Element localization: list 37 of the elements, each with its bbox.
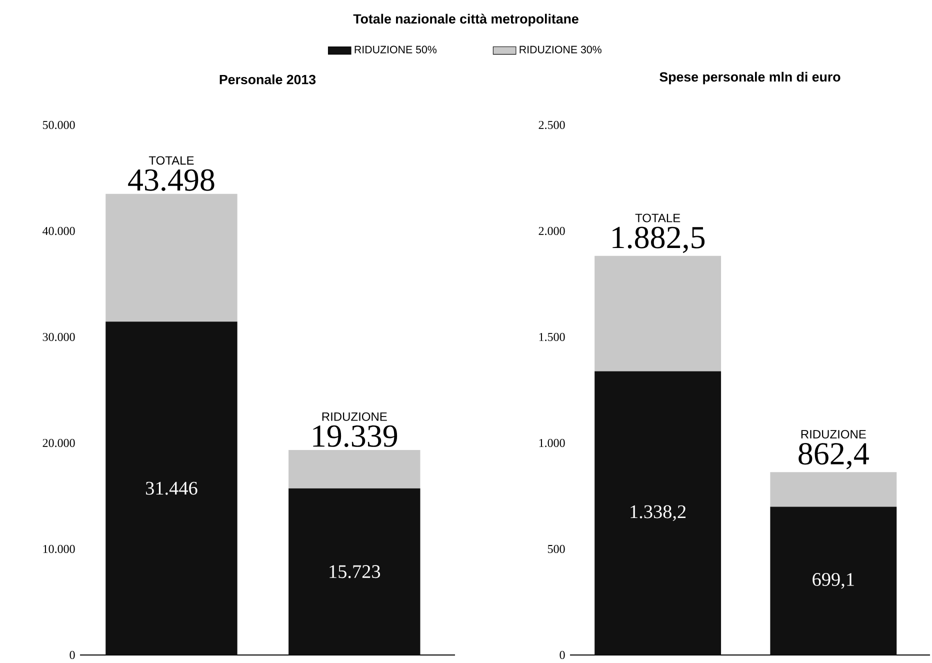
text: Totale nazionale città metropolitane [353,13,578,26]
total-label: 19.339 [313,425,398,447]
y-tick-label: 2.000 [538,226,565,235]
y-tick-label: 1.000 [539,438,565,447]
data-label: 1.338,2 [630,505,686,521]
x-tick-label: TOTALE [635,213,680,222]
data-label: 15.723 [330,564,380,578]
bar [594,371,722,655]
bar [288,450,420,488]
y-tick-label: 1.500 [539,332,565,341]
x-tick-label: RIDUZIONE [322,412,387,421]
x-tick-label: RIDUZIONE [801,430,866,438]
y-tick-label: 2.500 [538,120,565,129]
bar [106,321,238,655]
y-tick-label: 20.000 [42,438,75,447]
y-tick-label: 10.000 [43,544,75,553]
data-label: 699,1 [812,572,854,588]
bar [106,194,238,322]
y-tick-label: 0 [560,650,565,659]
total-label: 1.882,5 [612,226,705,253]
chart-title: Spese personale mln di euro [660,72,840,84]
chart-title: Personale 2013 [220,74,316,84]
total-label: 862,4 [798,442,869,469]
total-label: 43.498 [128,169,214,191]
y-tick-label: 30.000 [42,332,75,341]
y-tick-label: 40.000 [42,226,75,235]
y-tick-label: 0 [70,650,75,659]
data-label: 31.446 [146,482,198,495]
legend-label: RIDUZIONE 50% [354,46,437,54]
bar [288,488,420,655]
y-tick-label: 500 [548,544,565,553]
bar [770,472,897,507]
bar [594,256,722,372]
y-tick-label: 50.000 [42,120,75,129]
bar [770,506,897,655]
x-tick-label: TOTALE [148,156,194,164]
legend-label: RIDUZIONE 30% [520,46,602,54]
